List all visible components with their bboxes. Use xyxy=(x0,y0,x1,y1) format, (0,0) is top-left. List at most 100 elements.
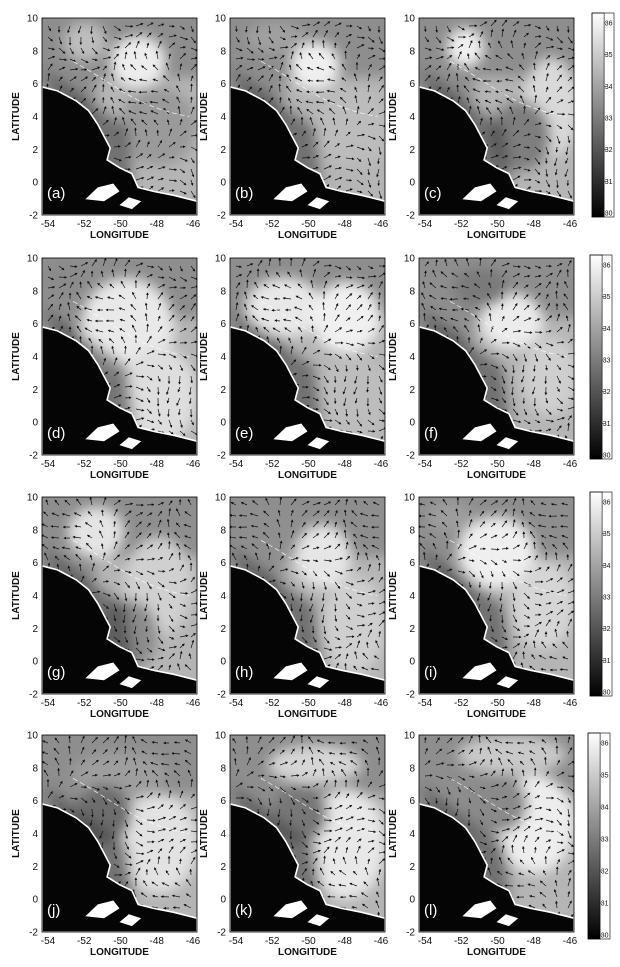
panel-letter: (d) xyxy=(47,425,65,442)
y-tick-label: 4 xyxy=(32,591,38,602)
y-tick-label: 10 xyxy=(27,493,39,504)
panel-letter: (i) xyxy=(424,664,437,681)
y-tick-label: 4 xyxy=(409,112,415,123)
y-axis-label: LATITUDE xyxy=(11,571,22,620)
y-tick-label: 2 xyxy=(32,624,38,635)
map-panel: 10 8 6 4 2 0 -2-54 -52 -50 -48 -46 LONGITUDE LATITUD… xyxy=(199,493,389,721)
panel-letter: (c) xyxy=(424,185,442,202)
map-panel: 10 8 6 4 2 0 -2-54 -52 -50 -48 -46 LONGITUDE LATITUD… xyxy=(199,14,389,242)
x-axis-label: LONGITUDE xyxy=(467,470,526,481)
y-tick-label: 8 xyxy=(220,525,226,536)
y-tick-label: -2 xyxy=(29,451,38,462)
y-tick-label: -2 xyxy=(406,211,415,222)
x-tick-label: -52 xyxy=(454,936,469,947)
x-tick-label: -54 xyxy=(229,459,244,470)
panel-letter: (g) xyxy=(47,664,65,681)
colorbar-tick-label: 36 xyxy=(601,741,609,748)
colorbar-tick-label: 31 xyxy=(603,421,611,428)
colorbar-tick-label: 35 xyxy=(603,531,611,538)
x-tick-label: -52 xyxy=(77,459,92,470)
x-tick-label: -54 xyxy=(418,219,433,230)
y-tick-label: 2 xyxy=(409,624,415,635)
x-tick-label: -52 xyxy=(77,698,92,709)
colorbar-tick-label: 35 xyxy=(601,773,609,780)
x-tick-label: -46 xyxy=(563,219,578,230)
x-tick-label: -52 xyxy=(77,936,92,947)
x-axis-label: LONGITUDE xyxy=(467,709,526,720)
colorbar-tick-label: 32 xyxy=(603,626,611,633)
x-tick-label: -48 xyxy=(150,459,165,470)
y-axis-label: LATITUDE xyxy=(199,332,210,381)
colorbar-tick-label: 33 xyxy=(605,116,613,123)
panel-letter: (l) xyxy=(424,902,437,919)
colorbar-tick-label: 33 xyxy=(603,358,611,365)
y-tick-label: 4 xyxy=(220,829,226,840)
colorbar-tick-label: 30 xyxy=(601,933,609,940)
y-axis-label: LATITUDE xyxy=(199,92,210,141)
map-panel: 10 8 6 4 2 0 -2-54 -52 -50 -48 -46 LONGITUDE LATITUD… xyxy=(199,731,389,959)
x-tick-label: -50 xyxy=(113,219,128,230)
panel-letter: (k) xyxy=(235,902,253,919)
map-panel: 10 8 6 4 2 0 -2-54 -52 -50 -48 -46 LONGITUDE LATITUD… xyxy=(199,254,389,482)
colorbar-tick-label: 34 xyxy=(601,805,609,812)
map-panel: 10 8 6 4 2 0 -2-54 -52 -50 -48 -46 LONGITUDE LATITUD… xyxy=(388,493,578,721)
colorbar-tick-label: 34 xyxy=(605,84,613,91)
x-tick-label: -50 xyxy=(301,459,316,470)
y-tick-label: -2 xyxy=(217,928,226,939)
y-tick-label: 4 xyxy=(409,352,415,363)
map-panel: 10 8 6 4 2 0 -2-54 -52 -50 -48 -46 LONGITUDE LATITUD… xyxy=(388,731,578,959)
x-tick-label: -50 xyxy=(490,936,505,947)
y-tick-label: 6 xyxy=(220,79,226,90)
y-tick-label: 10 xyxy=(404,14,416,25)
y-tick-label: 2 xyxy=(409,385,415,396)
x-tick-label: -46 xyxy=(563,459,578,470)
x-tick-label: -50 xyxy=(301,219,316,230)
map-panel: 10 8 6 4 2 0 -2-54 -52 -50 -48 -46 LONGITUDE LATITUD… xyxy=(11,254,201,482)
x-axis-label: LONGITUDE xyxy=(90,230,149,241)
y-tick-label: 10 xyxy=(27,254,39,265)
x-tick-label: -48 xyxy=(150,698,165,709)
colorbar-tick-label: 31 xyxy=(601,901,609,908)
y-tick-label: 6 xyxy=(32,796,38,807)
colorbar-tick-label: 30 xyxy=(605,211,613,218)
y-tick-label: 0 xyxy=(409,178,415,189)
y-tick-label: 2 xyxy=(409,145,415,156)
y-tick-label: 10 xyxy=(27,14,39,25)
y-tick-label: 10 xyxy=(215,731,227,742)
x-tick-label: -50 xyxy=(113,698,128,709)
x-tick-label: -54 xyxy=(41,219,56,230)
x-tick-label: -50 xyxy=(490,698,505,709)
y-tick-label: 6 xyxy=(32,558,38,569)
x-tick-label: -46 xyxy=(374,936,389,947)
y-tick-label: 6 xyxy=(409,79,415,90)
x-tick-label: -46 xyxy=(186,936,201,947)
y-tick-label: 10 xyxy=(215,493,227,504)
x-tick-label: -52 xyxy=(265,459,280,470)
y-tick-label: -2 xyxy=(29,928,38,939)
y-tick-label: 0 xyxy=(32,418,38,429)
colorbar-tick-label: 36 xyxy=(603,263,611,270)
y-tick-label: 10 xyxy=(215,254,227,265)
colorbar: 36 35 34 33 32 31 30 xyxy=(587,732,611,940)
y-axis-label: LATITUDE xyxy=(388,571,399,620)
y-tick-label: 2 xyxy=(32,145,38,156)
y-tick-label: 2 xyxy=(220,145,226,156)
y-tick-label: 8 xyxy=(409,763,415,774)
x-tick-label: -54 xyxy=(418,459,433,470)
y-tick-label: 6 xyxy=(409,558,415,569)
x-tick-label: -50 xyxy=(301,936,316,947)
y-tick-label: 2 xyxy=(32,862,38,873)
colorbar-tick-label: 30 xyxy=(603,453,611,460)
colorbar: 36 35 34 33 32 31 30 xyxy=(589,491,613,697)
x-axis-label: LONGITUDE xyxy=(90,947,149,958)
y-axis-label: LATITUDE xyxy=(199,571,210,620)
x-axis-label: LONGITUDE xyxy=(278,709,337,720)
colorbar-tick-label: 36 xyxy=(603,500,611,507)
y-tick-label: 2 xyxy=(220,624,226,635)
colorbar-tick-label: 32 xyxy=(603,389,611,396)
x-tick-label: -52 xyxy=(265,936,280,947)
y-tick-label: 6 xyxy=(220,319,226,330)
x-axis-label: LONGITUDE xyxy=(90,470,149,481)
colorbar-tick-label: 34 xyxy=(603,326,611,333)
